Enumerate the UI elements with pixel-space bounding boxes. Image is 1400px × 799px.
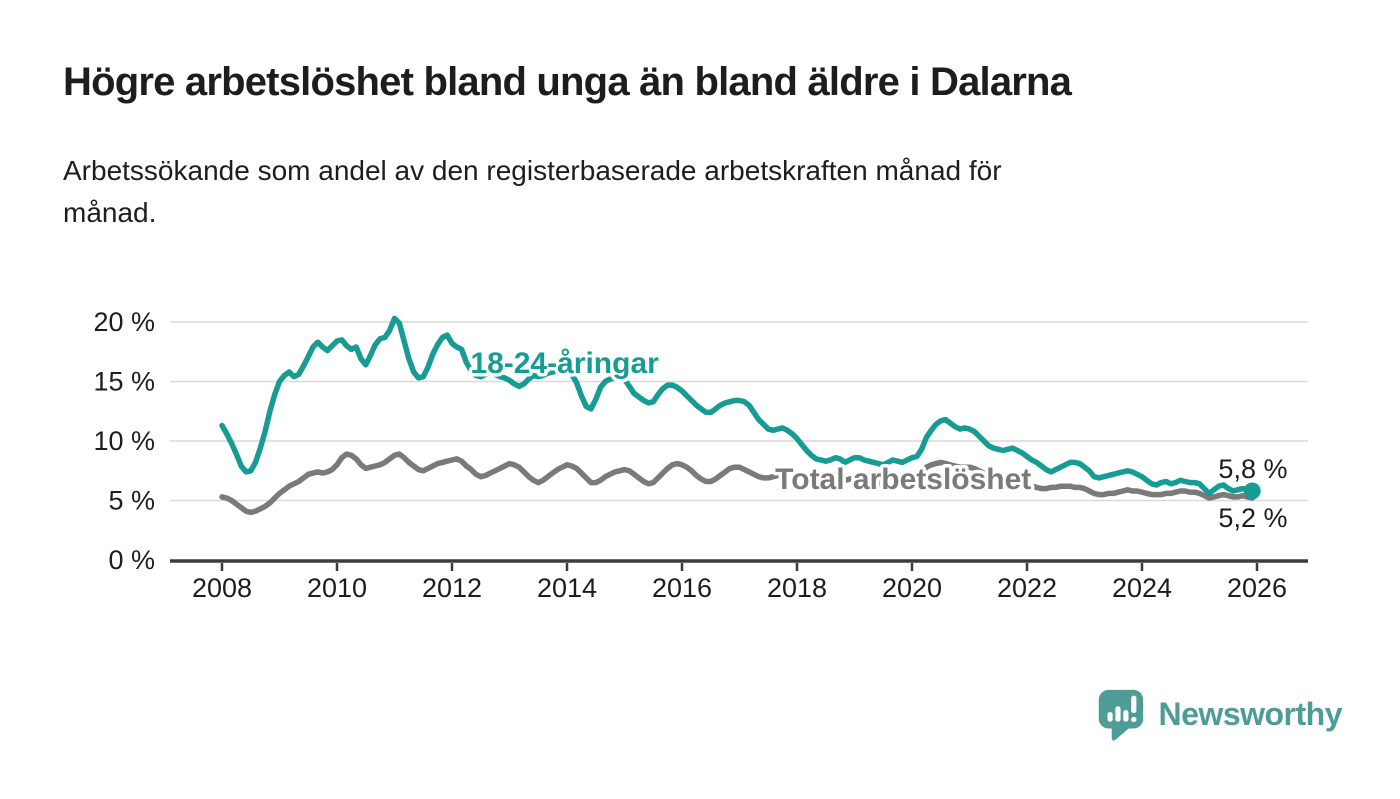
x-tick-label: 2008 [192, 573, 252, 603]
series-end-value-label: 5,8 % [1218, 454, 1287, 484]
series-end-value-label: 5,2 % [1218, 503, 1287, 533]
y-tick-label: 5 % [108, 486, 155, 516]
x-tick-label: 2020 [882, 573, 942, 603]
y-tick-label: 15 % [93, 367, 155, 397]
x-tick-label: 2012 [422, 573, 482, 603]
newsworthy-wordmark: Newsworthy [1158, 695, 1343, 732]
youth-series-line [219, 315, 1255, 497]
chart-subtitle: Arbetssökande som andel av den registerb… [63, 150, 1323, 234]
chart-subtitle-line-1: Arbetssökande som andel av den registerb… [63, 155, 1002, 186]
x-tick-label: 2022 [997, 573, 1057, 603]
series-label: 18-24-åringar [470, 347, 659, 380]
y-tick-label: 10 % [93, 426, 155, 456]
x-tick-label: 2024 [1112, 573, 1172, 603]
y-tick-label: 0 % [108, 545, 155, 575]
y-tick-label: 20 % [93, 307, 155, 337]
series-end-dot [1243, 482, 1261, 500]
newsworthy-speech-bubble-chart-icon [1098, 689, 1143, 741]
x-tick-label: 2026 [1227, 573, 1287, 603]
x-tick-label: 2016 [652, 573, 712, 603]
x-tick-label: 2010 [307, 573, 367, 603]
page-title: Högre arbetslöshet bland unga än bland ä… [63, 60, 1072, 104]
total-series-line [219, 451, 1255, 516]
x-tick-label: 2014 [537, 573, 597, 603]
newsworthy-branding: Newsworthy [1093, 684, 1343, 744]
series-label: Total arbetslöshet [775, 463, 1031, 496]
chart-subtitle-line-2: månad. [63, 197, 157, 228]
x-tick-label: 2018 [767, 573, 827, 603]
